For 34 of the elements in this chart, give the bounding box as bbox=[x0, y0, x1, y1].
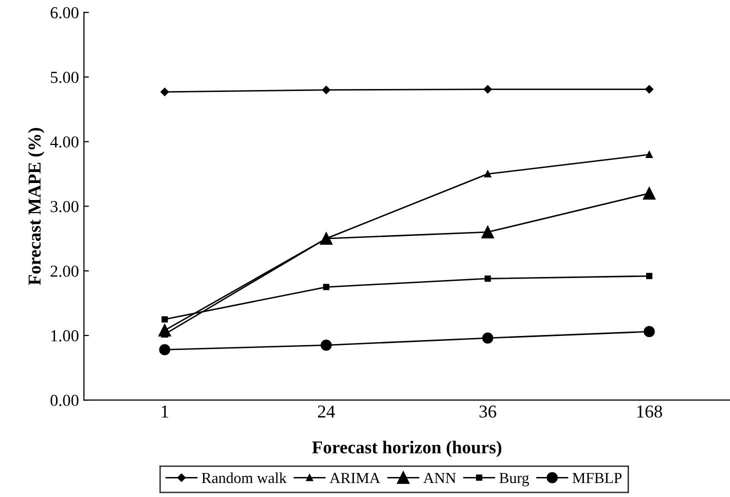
point bbox=[642, 187, 656, 200]
x-axis-title: Forecast horizon (hours) bbox=[312, 440, 502, 458]
legend-label: MFBLP bbox=[572, 473, 622, 484]
legend-label: ANN bbox=[423, 472, 456, 484]
point bbox=[646, 151, 653, 158]
point bbox=[160, 88, 169, 96]
point bbox=[162, 316, 168, 322]
x-tick-label: 168 bbox=[637, 405, 662, 418]
x-tick-label: 24 bbox=[318, 406, 335, 418]
point bbox=[484, 85, 492, 94]
y-tick-label: 4.00 bbox=[50, 136, 78, 148]
x-tick-label: 36 bbox=[480, 406, 496, 418]
point bbox=[644, 326, 655, 338]
y-tick-label: 2.00 bbox=[50, 266, 78, 277]
point bbox=[320, 340, 332, 351]
y-axis-title: Forecast MAPE (%) bbox=[28, 128, 44, 286]
y-tick-label: 1.00 bbox=[51, 330, 78, 342]
y-tick-label: 3.00 bbox=[50, 200, 78, 212]
point bbox=[323, 284, 330, 290]
legend-label: ARIMA bbox=[330, 472, 380, 484]
point bbox=[484, 170, 492, 178]
point bbox=[484, 275, 491, 282]
y-tick-label: 5.00 bbox=[50, 72, 78, 84]
point bbox=[481, 226, 494, 238]
x-tick-label: 1 bbox=[162, 406, 168, 418]
point bbox=[646, 272, 652, 280]
point bbox=[159, 344, 170, 356]
y-tick-label: 6.00 bbox=[50, 7, 78, 18]
point bbox=[322, 86, 330, 94]
y-tick-label: 0.00 bbox=[50, 394, 78, 406]
point bbox=[482, 332, 494, 344]
legend-label: Random walk bbox=[202, 472, 287, 484]
point bbox=[645, 85, 654, 94]
legend-label: Burg bbox=[499, 473, 530, 486]
